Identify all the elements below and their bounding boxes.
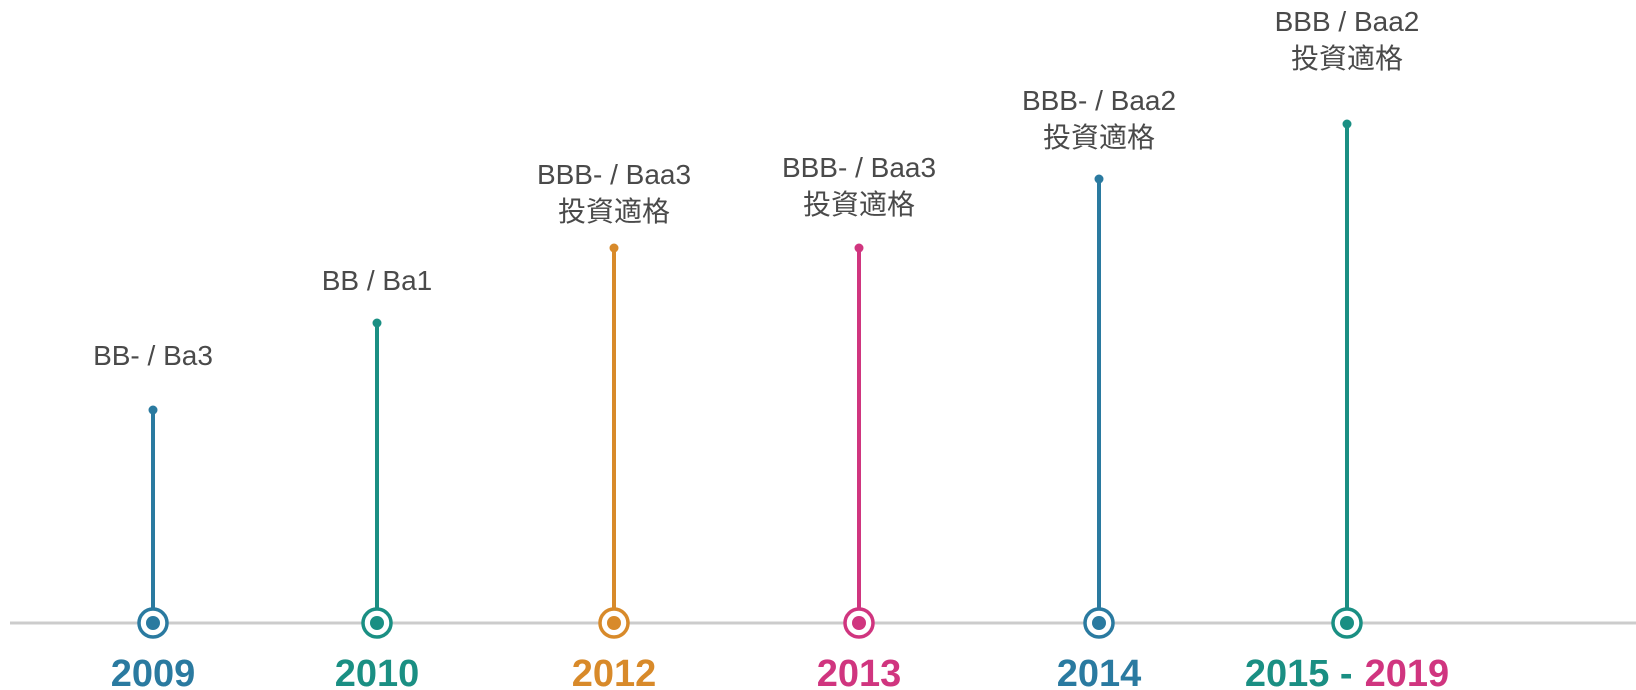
rating: BB- / Ba3 [93, 340, 213, 371]
rating: BB / Ba1 [322, 265, 433, 296]
rating: BBB- / Baa3 [537, 159, 691, 190]
milestone: BBB- / Baa3 投資適格 2013 [782, 152, 936, 690]
node-dot [607, 616, 621, 630]
node-dot [1340, 616, 1354, 630]
stem-dot [1094, 174, 1104, 184]
milestone: BBB / Baa2 投資適格 2015 - 2019 [1245, 6, 1449, 690]
note: 投資適格 [1043, 122, 1155, 153]
note: 投資適格 [1291, 43, 1403, 74]
year: 2009 [111, 653, 196, 690]
stem-dot [372, 318, 382, 328]
rating: BBB- / Baa2 [1022, 85, 1176, 116]
node-dot [146, 616, 160, 630]
node-dot [1092, 616, 1106, 630]
rating: BBB / Baa2 [1275, 6, 1420, 37]
note: 投資適格 [803, 189, 915, 220]
year-part: 2019 [1365, 653, 1450, 690]
milestone: BBB- / Baa3 投資適格 2012 [537, 159, 691, 690]
note: 投資適格 [558, 196, 670, 227]
year: 2014 [1057, 653, 1142, 690]
milestone: BB- / Ba3 2009 [93, 340, 213, 690]
year: 2015 - 2019 [1245, 653, 1449, 690]
year: 2013 [817, 653, 902, 690]
node-dot [852, 616, 866, 630]
stem-dot [854, 243, 864, 253]
stem-dot [148, 405, 158, 415]
year-part: 2015 - [1245, 653, 1353, 690]
milestone: BBB- / Baa2 投資適格 2014 [1022, 85, 1176, 690]
rating: BBB- / Baa3 [782, 152, 936, 183]
milestone: BB / Ba1 2010 [322, 265, 433, 690]
node-dot [370, 616, 384, 630]
stem-dot [1342, 119, 1352, 129]
year: 2012 [572, 653, 657, 690]
year: 2010 [335, 653, 420, 690]
stem-dot [609, 243, 619, 253]
